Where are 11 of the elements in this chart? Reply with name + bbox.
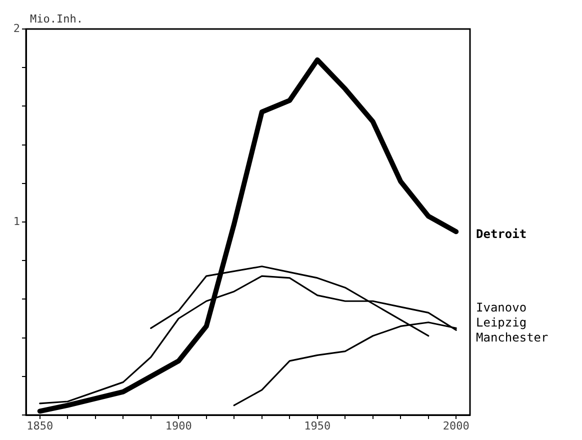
x-tick-label: 1850 (26, 419, 54, 432)
y-axis-title: Mio.Inh. (30, 12, 83, 26)
y-tick-label: 2 (13, 22, 20, 35)
text: Manchester (476, 330, 548, 344)
y-tick-label: 1 (13, 214, 20, 228)
x-tick-label: 1900 (165, 419, 192, 432)
series-label: Leipzig (476, 315, 527, 330)
text: Ivanovo (476, 300, 527, 314)
x-tick-label: 2000 (442, 419, 470, 432)
series-label: Detroit (476, 226, 527, 241)
x-tick-label: 1950 (304, 419, 331, 432)
